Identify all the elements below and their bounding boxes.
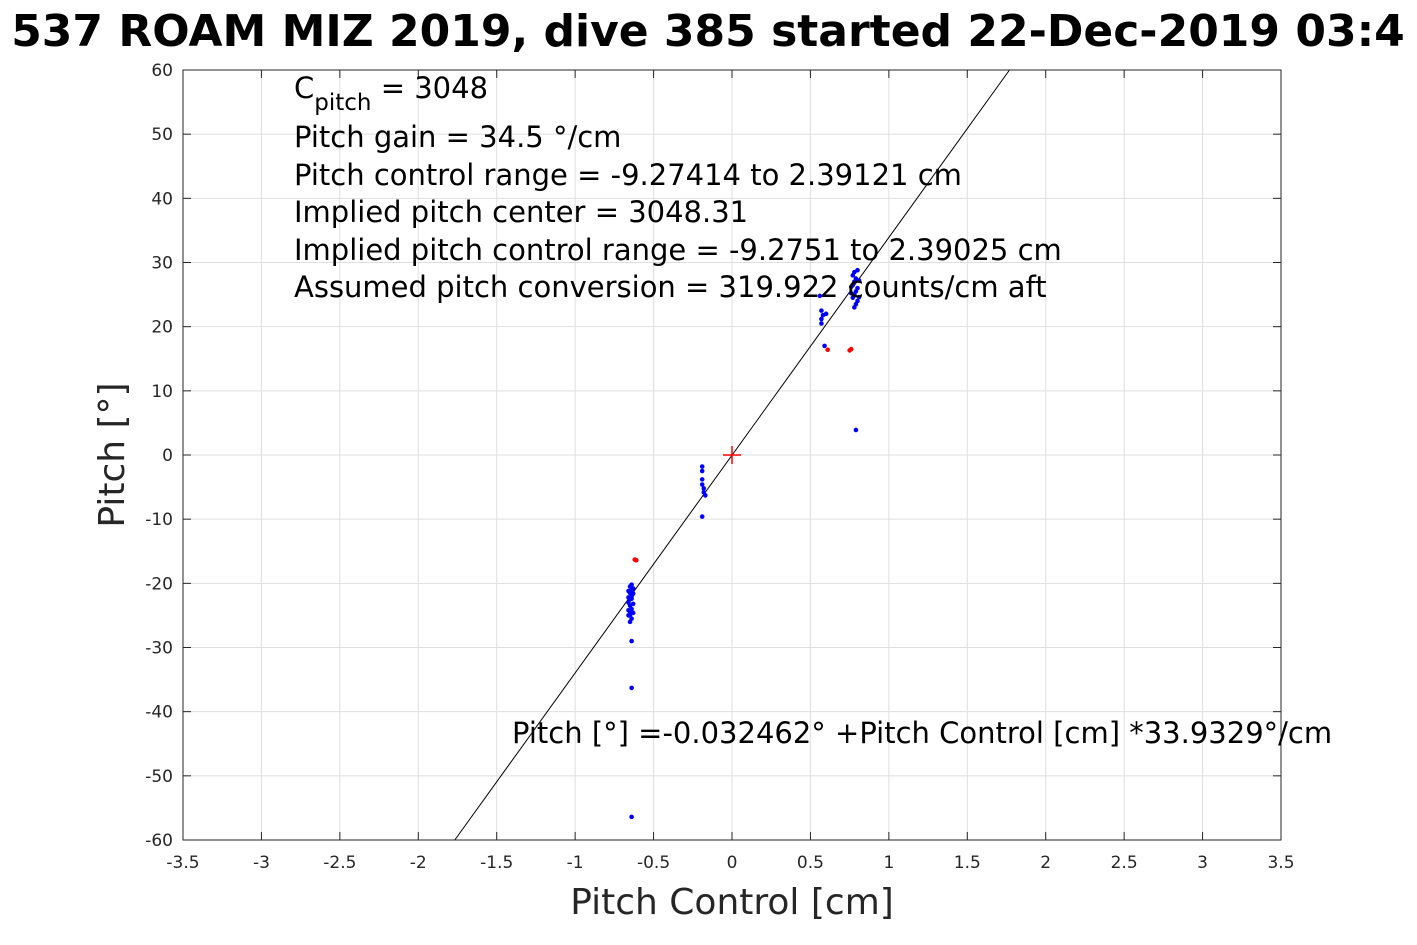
data-point-red [848, 346, 854, 352]
y-tick-label: -60 [145, 831, 173, 851]
data-point-blue [817, 293, 823, 299]
y-tick-label: -10 [145, 510, 173, 530]
data-point-blue [699, 482, 705, 487]
data-point-blue [626, 588, 631, 594]
data-point-blue [699, 514, 705, 519]
data-point-blue [848, 284, 854, 290]
y-tick-label: 40 [151, 189, 173, 209]
data-point-blue [823, 311, 829, 317]
grid [182, 69, 1282, 841]
y-tick-label: -30 [145, 639, 173, 659]
y-tick-label: 50 [151, 125, 173, 145]
x-tick-label: 1.5 [954, 853, 981, 873]
data-point-blue [856, 278, 862, 283]
center-marker-layer [723, 446, 741, 464]
data-point-blue [630, 586, 636, 591]
data-point-red [825, 347, 830, 353]
annotation-cpitch-symbol: C [294, 71, 314, 105]
data-point-blue [819, 321, 824, 326]
y-tick-label: -50 [145, 767, 173, 787]
center-plus-marker [723, 446, 741, 464]
x-tick-label: -2 [410, 853, 427, 873]
data-point-blue [629, 814, 634, 820]
x-tick-label: -0.5 [637, 853, 670, 873]
y-tick-label: 30 [151, 254, 173, 274]
data-point-blue [629, 638, 634, 644]
y-tick-label: -20 [145, 574, 173, 594]
data-point-blue [852, 305, 857, 310]
data-point-blue [699, 464, 705, 469]
annotation-pitch-conversion: Assumed pitch conversion = 319.922 count… [294, 270, 1047, 304]
data-point-blue [627, 613, 633, 618]
data-point-blue [630, 610, 636, 616]
annotation-pitch-gain: Pitch gain = 34.5 °/cm [294, 120, 621, 154]
data-points [626, 267, 862, 820]
x-tick-label: 0.5 [797, 853, 824, 873]
annotation-fit-equation: Pitch [°] =-0.032462° +Pitch Control [cm… [512, 716, 1332, 750]
x-tick-label: -1 [567, 853, 584, 873]
x-tick-label: -3.5 [166, 853, 199, 873]
x-axis-label: Pitch Control [cm] [570, 882, 894, 923]
x-tick-label: 3 [1197, 853, 1208, 873]
data-point-blue [630, 591, 636, 596]
x-tick-label: 3.5 [1267, 853, 1294, 873]
annotation-cpitch-subscript: pitch [314, 90, 371, 116]
data-point-blue [822, 343, 827, 349]
data-point-blue [848, 291, 854, 296]
data-point-blue [850, 273, 856, 278]
y-axis-label: Pitch [°] [92, 382, 133, 527]
data-point-blue [703, 493, 708, 498]
axis-ticks: -3.5 -3 -2.5 -2 -1.5 -1 -0.5 0 0.5 1 1.5 2 2.5 3 3.5 60… [145, 61, 1294, 873]
data-point-blue [856, 294, 862, 300]
y-tick-label: 60 [151, 61, 173, 81]
data-point-blue [630, 601, 636, 607]
data-point-blue [629, 582, 634, 587]
data-point-blue [699, 468, 705, 474]
data-point-blue [626, 607, 631, 613]
x-tick-label: -3 [253, 853, 270, 873]
y-tick-label: 20 [151, 318, 173, 338]
y-tick-label: 0 [162, 446, 173, 466]
x-tick-label: 1 [883, 853, 894, 873]
data-point-blue [701, 486, 707, 491]
x-tick-label: 2.5 [1111, 853, 1138, 873]
x-tick-label: -1.5 [480, 853, 513, 873]
y-tick-label: -40 [145, 703, 173, 723]
annotation-implied-pitch-center: Implied pitch center = 3048.31 [294, 195, 748, 229]
data-point-blue [699, 477, 705, 482]
data-point-blue [850, 295, 856, 301]
x-tick-label: 0 [727, 853, 738, 873]
x-tick-label: -2.5 [323, 853, 356, 873]
data-point-blue [629, 685, 634, 691]
chart-title: 537 ROAM MIZ 2019, dive 385 started 22-D… [11, 6, 1405, 57]
data-point-blue [855, 267, 860, 273]
data-point-blue [819, 308, 824, 313]
data-point-blue [627, 619, 633, 625]
data-point-blue [626, 595, 631, 600]
x-tick-label: 2 [1040, 853, 1051, 873]
y-tick-label: 10 [151, 382, 173, 402]
annotation-cpitch: Cpitch = 3048 [294, 71, 488, 116]
data-point-red [634, 557, 639, 563]
data-point-blue [819, 316, 824, 322]
annotation-pitch-control-range: Pitch control range = -9.27414 to 2.3912… [294, 158, 962, 192]
annotation-implied-control-range: Implied pitch control range = -9.2751 to… [294, 233, 1062, 267]
annotation-cpitch-value: = 3048 [371, 71, 488, 105]
data-point-blue [853, 427, 859, 433]
